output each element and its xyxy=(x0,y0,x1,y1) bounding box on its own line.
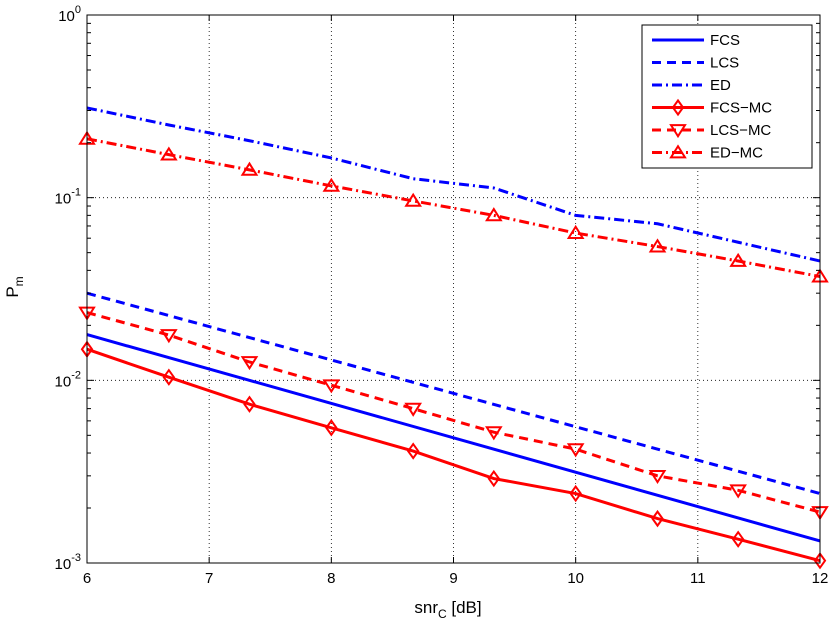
y-axis-label-main: P xyxy=(3,286,22,297)
series-line-0 xyxy=(86,333,821,543)
series-3-point xyxy=(325,419,338,437)
series-line-2 xyxy=(86,106,821,263)
legend-label-0: FCS xyxy=(710,32,740,49)
series-3-point xyxy=(731,530,745,548)
series-line-5 xyxy=(86,137,821,279)
series-1 xyxy=(86,291,821,495)
legend-marker-5 xyxy=(669,144,687,159)
legend-label-1: LCS xyxy=(710,55,739,72)
legend-label-2: ED xyxy=(710,77,731,94)
y-axis-label-sub: m xyxy=(12,276,26,286)
series-3-point xyxy=(569,484,582,503)
series-0 xyxy=(86,333,821,543)
series-4-point xyxy=(485,426,503,441)
y-axis-label: Pm xyxy=(3,276,26,297)
legend-marker-3 xyxy=(671,98,685,117)
legend-label-5: ED−MC xyxy=(710,145,763,162)
series-3-point xyxy=(651,509,664,528)
series-5-point xyxy=(404,192,422,207)
x-tick-label: 9 xyxy=(449,570,457,587)
legend-label-4: LCS−MC xyxy=(710,122,771,139)
series-4-point xyxy=(729,484,747,499)
series-5-point xyxy=(485,207,503,222)
series-2 xyxy=(86,106,821,263)
x-axis-label-sub: C xyxy=(438,607,447,621)
series-5-point xyxy=(240,161,259,176)
y-tick-label: 10-3 xyxy=(55,552,81,573)
x-tick-label: 6 xyxy=(83,570,91,587)
y-tick-label: 10-1 xyxy=(55,187,81,208)
series-5-point xyxy=(322,177,341,192)
series-3-point xyxy=(487,469,501,488)
series-line-3 xyxy=(86,347,821,563)
y-tick-label: 100 xyxy=(58,4,81,25)
series-3-point xyxy=(813,551,827,570)
ticks xyxy=(86,14,821,564)
x-axis-label-main: snr xyxy=(414,598,438,617)
series-4-point xyxy=(160,329,178,344)
x-tick-label: 8 xyxy=(327,570,335,587)
legend-marker-4 xyxy=(669,124,687,139)
series-3-point xyxy=(406,442,420,460)
series-5-point xyxy=(566,224,585,239)
x-tick-label: 10 xyxy=(567,570,584,587)
y-tick-label: 10-2 xyxy=(55,369,81,390)
series-4-point xyxy=(566,443,585,458)
series-3-point xyxy=(162,368,176,386)
x-tick-label: 11 xyxy=(690,570,706,587)
series-5-point xyxy=(648,238,667,253)
tick-labels: 6 7 8 9 10 11 12 10-3 10-2 10-1 100 xyxy=(55,4,829,587)
series-line-1 xyxy=(86,291,821,495)
series-3-point xyxy=(243,395,256,413)
series-4-point xyxy=(240,356,259,371)
series-4-point xyxy=(322,379,341,394)
series-5-point xyxy=(160,146,178,161)
series-4-point xyxy=(648,469,667,485)
legend-box xyxy=(641,24,813,169)
x-axis-label-rest: [dB] xyxy=(447,598,482,617)
x-tick-label: 12 xyxy=(812,570,829,587)
series-4-point xyxy=(404,402,422,417)
x-axis-label: snrC [dB] xyxy=(414,598,481,621)
x-tick-label: 7 xyxy=(205,570,213,587)
legend: FCS LCS ED FCS−MC LCS−MC ED−MC xyxy=(641,24,813,169)
series-3 xyxy=(80,340,827,570)
series-5-point xyxy=(729,252,747,267)
series-line-4 xyxy=(86,311,821,514)
legend-label-3: FCS−MC xyxy=(710,100,772,117)
